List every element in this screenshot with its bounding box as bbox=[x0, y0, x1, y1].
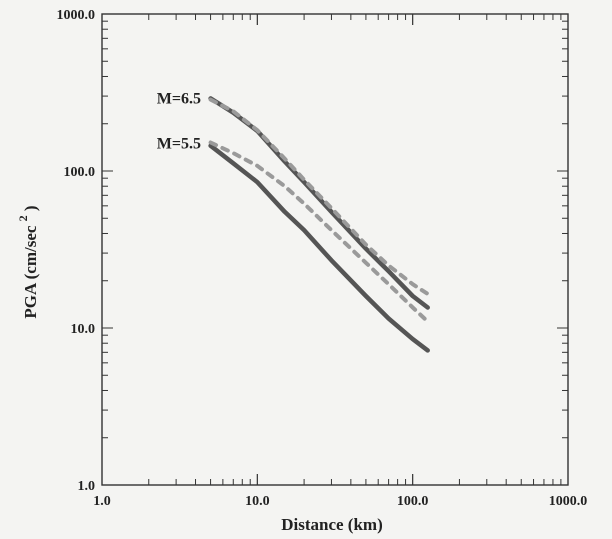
x-axis-title: Distance (km) bbox=[281, 515, 383, 534]
y-axis-title-superscript: 2 bbox=[16, 215, 30, 221]
annotation-2: M=5.5 bbox=[157, 135, 201, 152]
series-layer bbox=[208, 96, 430, 353]
y-tick-label: 1.0 bbox=[78, 479, 96, 494]
x-tick-label: 1.0 bbox=[93, 494, 111, 509]
plot-area bbox=[101, 13, 569, 486]
series-line-3-solid bbox=[208, 143, 430, 353]
series-line-1-solid bbox=[208, 96, 430, 310]
x-tick-label: 10.0 bbox=[245, 494, 270, 509]
series-line-4-dashed bbox=[208, 140, 430, 324]
y-tick-label: 10.0 bbox=[71, 322, 96, 337]
x-tick-label: 100.0 bbox=[397, 494, 429, 509]
annotation-1: M=6.5 bbox=[157, 90, 201, 107]
y-axis-title-close: ) bbox=[21, 205, 40, 211]
y-tick-label: 100.0 bbox=[64, 165, 96, 180]
y-axis-title: PGA (cm/sec 2 ) bbox=[12, 205, 40, 318]
annotations: M=6.5 M=5.5 bbox=[157, 90, 201, 152]
series-line-2-dashed bbox=[208, 97, 430, 296]
y-tick-label: 1000.0 bbox=[57, 8, 96, 23]
x-tick-label: 1000.0 bbox=[549, 494, 588, 509]
tick-labels: 1.0 10.0 100.0 1000.0 1.0 10.0 100.0 1000.0 bbox=[57, 8, 588, 509]
y-axis-title-main: PGA (cm/sec bbox=[21, 225, 40, 318]
axis-ticks bbox=[101, 13, 569, 486]
plot-frame bbox=[101, 13, 569, 486]
